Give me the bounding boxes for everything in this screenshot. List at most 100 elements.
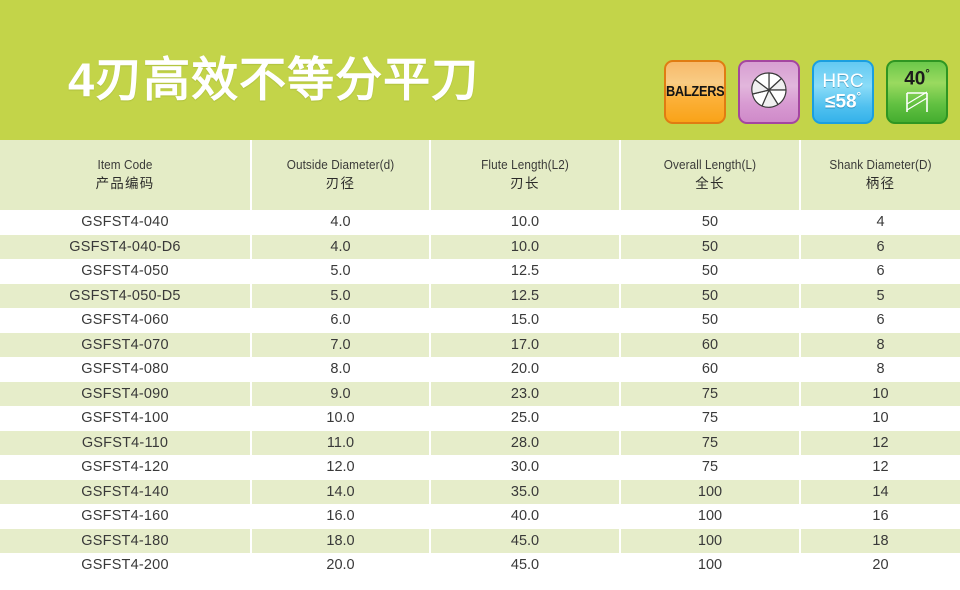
cell-shank-diameter: 5 — [800, 283, 960, 308]
cell-item-code: GSFST4-060 — [0, 308, 252, 333]
table-row: GSFST4-080 8.0 20.0 60 8 — [0, 357, 960, 382]
column-header-en: Shank Diameter(D) — [829, 157, 932, 172]
cell-outside-diameter: 10.0 — [251, 406, 431, 431]
cell-shank-diameter: 8 — [800, 332, 960, 357]
cell-flute-length: 10.0 — [430, 210, 621, 235]
cell-overall-length: 60 — [620, 357, 801, 382]
cell-item-code: GSFST4-040-D6 — [0, 234, 252, 259]
cell-shank-diameter: 20 — [800, 553, 960, 578]
cell-flute-length: 20.0 — [430, 357, 621, 382]
cell-overall-length: 50 — [620, 234, 801, 259]
cell-outside-diameter: 7.0 — [251, 332, 431, 357]
hrc-label: HRC — [822, 70, 864, 92]
cell-flute-length: 30.0 — [430, 455, 621, 480]
cell-outside-diameter: 8.0 — [251, 357, 431, 382]
column-header-cn: 刃长 — [510, 175, 540, 191]
cell-item-code: GSFST4-080 — [0, 357, 252, 382]
column-header-en: Overall Length(L) — [663, 157, 757, 172]
table-row: GSFST4-160 16.0 40.0 100 16 — [0, 504, 960, 529]
table-row: GSFST4-090 9.0 23.0 75 10 — [0, 381, 960, 406]
cell-outside-diameter: 6.0 — [251, 308, 431, 333]
hrc-value-text: ≤58 — [825, 91, 857, 113]
cell-overall-length: 100 — [620, 504, 801, 529]
cell-flute-length: 23.0 — [430, 381, 621, 406]
column-header-outside-diameter: Outside Diameter(d) 刃径 — [251, 140, 431, 210]
cell-shank-diameter: 16 — [800, 504, 960, 529]
cell-item-code: GSFST4-200 — [0, 553, 252, 578]
column-header-item-code: Item Code 产品编码 — [0, 140, 252, 210]
table-row: GSFST4-140 14.0 35.0 100 14 — [0, 479, 960, 504]
column-header-cn: 全长 — [695, 175, 725, 191]
cell-overall-length: 50 — [620, 210, 801, 235]
cell-flute-length: 45.0 — [430, 553, 621, 578]
column-header-en: Outside Diameter(d) — [286, 157, 395, 172]
cell-item-code: GSFST4-100 — [0, 406, 252, 431]
cell-overall-length: 75 — [620, 406, 801, 431]
table-header-row: Item Code 产品编码 Outside Diameter(d) 刃径 Fl… — [0, 140, 960, 210]
badge-group: BALZERS HRC — [664, 60, 948, 124]
column-header-en: Flute Length(L2) — [481, 157, 569, 172]
cell-item-code: GSFST4-120 — [0, 455, 252, 480]
cell-flute-length: 45.0 — [430, 528, 621, 553]
helix-flute-icon — [902, 90, 932, 119]
cell-overall-length: 50 — [620, 308, 801, 333]
column-header-cn: 刃径 — [325, 175, 356, 191]
cell-shank-diameter: 18 — [800, 528, 960, 553]
cell-shank-diameter: 14 — [800, 479, 960, 504]
cell-overall-length: 100 — [620, 528, 801, 553]
cell-outside-diameter: 4.0 — [251, 210, 431, 235]
cell-flute-length: 25.0 — [430, 406, 621, 431]
page-title: 4刃高效不等分平刀 — [68, 53, 480, 106]
cell-overall-length: 50 — [620, 259, 801, 284]
cell-outside-diameter: 14.0 — [251, 479, 431, 504]
column-header-flute-length: Flute Length(L2) 刃长 — [430, 140, 621, 210]
cell-shank-diameter: 10 — [800, 406, 960, 431]
cell-item-code: GSFST4-160 — [0, 504, 252, 529]
helix-degree-symbol: ° — [925, 67, 930, 80]
cell-shank-diameter: 10 — [800, 381, 960, 406]
table-row: GSFST4-040-D6 4.0 10.0 50 6 — [0, 234, 960, 259]
column-header-cn: 产品编码 — [95, 175, 155, 191]
table-row: GSFST4-050-D5 5.0 12.5 50 5 — [0, 283, 960, 308]
table-row: GSFST4-120 12.0 30.0 75 12 — [0, 455, 960, 480]
cell-outside-diameter: 20.0 — [251, 553, 431, 578]
cell-outside-diameter: 12.0 — [251, 455, 431, 480]
cell-flute-length: 15.0 — [430, 308, 621, 333]
specification-table: Item Code 产品编码 Outside Diameter(d) 刃径 Fl… — [0, 140, 960, 578]
table-row: GSFST4-040 4.0 10.0 50 4 — [0, 210, 960, 235]
cell-outside-diameter: 5.0 — [251, 283, 431, 308]
table-row: GSFST4-200 20.0 45.0 100 20 — [0, 553, 960, 578]
column-header-en: Item Code — [97, 157, 153, 172]
cell-flute-length: 35.0 — [430, 479, 621, 504]
table-row: GSFST4-070 7.0 17.0 60 8 — [0, 332, 960, 357]
cell-shank-diameter: 4 — [800, 210, 960, 235]
column-header-overall-length: Overall Length(L) 全长 — [620, 140, 801, 210]
cell-overall-length: 75 — [620, 430, 801, 455]
table-row: GSFST4-060 6.0 15.0 50 6 — [0, 308, 960, 333]
cell-flute-length: 17.0 — [430, 332, 621, 357]
cell-outside-diameter: 11.0 — [251, 430, 431, 455]
cell-outside-diameter: 5.0 — [251, 259, 431, 284]
table-header: Item Code 产品编码 Outside Diameter(d) 刃径 Fl… — [0, 140, 960, 210]
cell-shank-diameter: 6 — [800, 259, 960, 284]
balzers-coating-badge: BALZERS — [664, 60, 726, 124]
cell-flute-length: 10.0 — [430, 234, 621, 259]
cell-item-code: GSFST4-040 — [0, 210, 252, 235]
cell-outside-diameter: 18.0 — [251, 528, 431, 553]
balzers-label: BALZERS — [665, 84, 725, 100]
cell-shank-diameter: 6 — [800, 234, 960, 259]
cell-item-code: GSFST4-070 — [0, 332, 252, 357]
helix-angle-value: 40° — [904, 67, 930, 88]
cell-outside-diameter: 9.0 — [251, 381, 431, 406]
column-header-shank-diameter: Shank Diameter(D) 柄径 — [800, 140, 960, 210]
hrc-value: ≤58° — [825, 90, 861, 113]
cell-shank-diameter: 6 — [800, 308, 960, 333]
cell-item-code: GSFST4-090 — [0, 381, 252, 406]
cell-flute-length: 28.0 — [430, 430, 621, 455]
hrc-degree-symbol: ° — [856, 90, 861, 103]
cell-item-code: GSFST4-180 — [0, 528, 252, 553]
cell-item-code: GSFST4-050-D5 — [0, 283, 252, 308]
cell-flute-length: 12.5 — [430, 259, 621, 284]
flute-cross-section-badge — [738, 60, 800, 124]
four-flute-icon — [748, 69, 790, 116]
